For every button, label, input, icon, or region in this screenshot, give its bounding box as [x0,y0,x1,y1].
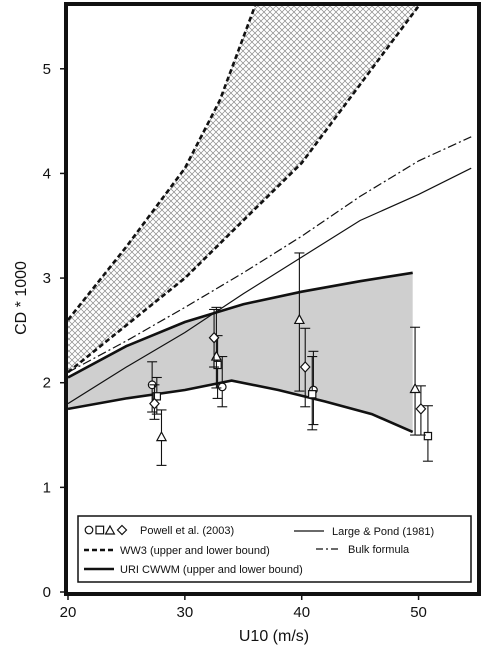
uri-cwwm-lower-bound-line [68,379,414,434]
legend-diamond-marker [116,524,128,536]
legend-square-marker [95,525,105,535]
x-tick-label: 20 [60,604,77,621]
legend-uri-label: URI CWWM (upper and lower bound) [120,564,303,576]
legend-circle-marker [84,525,94,535]
bulk-formula-line [68,136,472,373]
powell-data-points [147,252,433,466]
y-tick-label: 4 [43,165,51,182]
x-axis-title: U10 (m/s) [239,628,309,645]
powell-triangle-point-3 [293,252,305,392]
large-pond-line [68,167,472,405]
square-marker [308,390,317,399]
diamond-marker [299,361,311,373]
square-marker [423,431,433,441]
x-tick-label: 30 [177,604,194,621]
y-tick-label: 0 [43,584,51,601]
diamond-marker [208,331,220,344]
y-tick-label: 2 [43,375,51,392]
powell-diamond-point-1 [149,384,160,420]
x-tick-label: 50 [410,604,427,621]
plot-area [68,6,472,466]
diamond-marker [149,397,160,410]
triangle-marker [409,382,421,394]
x-axis-ticks: 20 30 40 50 [60,592,427,621]
powell-diamond-point-4 [415,385,427,436]
plot-frame [64,2,481,596]
powell-square-point-1 [151,376,162,415]
legend-powell-label: Powell et al. (2003) [140,525,234,537]
legend-box [77,515,472,583]
diamond-marker [415,402,427,415]
legend-powell-symbols [84,524,128,536]
ww3-lower-bound-line [68,6,420,374]
y-tick-label: 5 [43,61,51,78]
x-tick-label: 40 [293,604,310,621]
triangle-marker [155,430,168,442]
ww3-bound-band [68,6,419,373]
legend-ww3-label: WW3 (upper and lower bound) [120,545,270,557]
powell-square-point-4 [422,405,433,462]
y-tick-label: 3 [43,270,51,287]
y-axis-ticks: 0 1 2 3 4 5 [43,61,68,601]
uri-cwwm-upper-bound-line [68,271,413,379]
square-marker [152,392,162,401]
powell-square-point-3 [307,356,318,431]
y-tick-label: 1 [43,479,51,496]
powell-diamond-point-2 [208,308,220,368]
legend-large-pond-label: Large & Pond (1981) [332,526,434,538]
powell-diamond-point-3 [299,327,311,408]
legend-bulk-label: Bulk formula [348,544,410,556]
powell-triangle-point-1 [155,409,168,466]
y-axis-title: CD * 1000 [13,261,30,335]
legend-triangle-marker [104,524,116,535]
circle-marker [217,382,227,392]
triangle-marker [293,313,305,325]
legend: Powell et al. (2003) WW3 (upper and lowe… [77,515,472,583]
